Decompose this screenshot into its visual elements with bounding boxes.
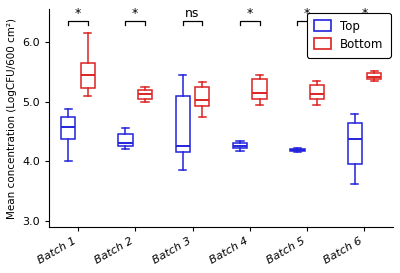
Text: *: * — [75, 7, 81, 20]
PathPatch shape — [252, 79, 267, 99]
PathPatch shape — [138, 90, 152, 99]
Text: *: * — [361, 7, 368, 20]
PathPatch shape — [195, 87, 210, 106]
PathPatch shape — [367, 73, 381, 79]
PathPatch shape — [290, 149, 304, 151]
Text: *: * — [247, 7, 253, 20]
Text: *: * — [132, 7, 138, 20]
PathPatch shape — [118, 135, 133, 146]
PathPatch shape — [176, 96, 190, 152]
Text: ns: ns — [185, 7, 200, 20]
PathPatch shape — [80, 63, 95, 88]
PathPatch shape — [233, 143, 247, 148]
PathPatch shape — [61, 117, 75, 139]
Legend: Top, Bottom: Top, Bottom — [307, 13, 390, 58]
PathPatch shape — [348, 123, 362, 164]
Text: *: * — [304, 7, 310, 20]
Y-axis label: Mean concentration (LogCFU/600 cm²): Mean concentration (LogCFU/600 cm²) — [7, 17, 17, 218]
PathPatch shape — [310, 85, 324, 99]
